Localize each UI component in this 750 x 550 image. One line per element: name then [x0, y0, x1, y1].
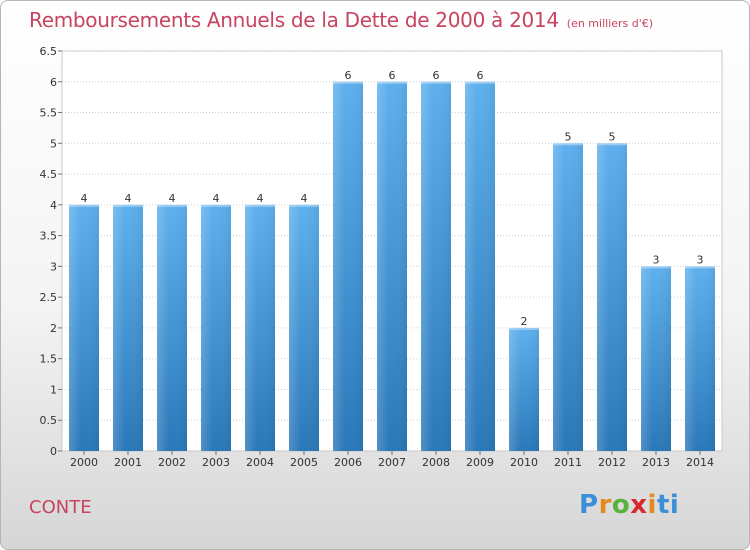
bar-highlight: [421, 81, 451, 84]
bar-shine: [509, 327, 539, 451]
bar-shine: [377, 81, 407, 452]
y-tick-label: 2.5: [40, 291, 58, 304]
data-label-2005: 4: [301, 192, 308, 205]
data-label-2000: 4: [81, 192, 88, 205]
data-label-2004: 4: [257, 192, 264, 205]
data-label-2010: 2: [521, 315, 528, 328]
bar-shine: [597, 143, 627, 452]
x-tick-label: 2010: [510, 456, 538, 469]
x-tick-label: 2007: [378, 456, 406, 469]
logo-letter: P: [579, 490, 599, 520]
bar-highlight: [641, 266, 671, 269]
bar-highlight: [685, 266, 715, 269]
bar-shine: [641, 266, 671, 451]
x-tick-label: 2014: [686, 456, 714, 469]
x-tick-label: 2004: [246, 456, 274, 469]
logo-letter: o: [611, 490, 631, 520]
y-tick-label: 3: [50, 260, 57, 273]
bar-shine: [465, 81, 495, 452]
data-label-2012: 5: [609, 130, 616, 143]
bar-highlight: [289, 204, 319, 207]
x-tick-label: 2001: [114, 456, 142, 469]
logo-letter: r: [598, 490, 612, 520]
data-label-2007: 6: [389, 69, 396, 82]
data-label-2013: 3: [653, 253, 660, 266]
y-tick-label: 4: [50, 199, 57, 212]
bar-shine: [157, 204, 187, 451]
proxiti-logo: Proxiti: [579, 490, 679, 520]
data-label-2011: 5: [565, 130, 572, 143]
bar-shine: [113, 204, 143, 451]
y-tick-label: 0.5: [40, 414, 58, 427]
y-tick-label: 1: [50, 383, 57, 396]
y-tick-label: 1.5: [40, 353, 58, 366]
x-tick-label: 2008: [422, 456, 450, 469]
x-tick-label: 2005: [290, 456, 318, 469]
data-label-2003: 4: [213, 192, 220, 205]
logo-letter: ti: [656, 490, 680, 520]
bar-highlight: [201, 204, 231, 207]
bar-shine: [421, 81, 451, 452]
bar-shine: [69, 204, 99, 451]
x-tick-label: 2006: [334, 456, 362, 469]
x-tick-label: 2000: [70, 456, 98, 469]
bar-shine: [685, 266, 715, 451]
x-tick-label: 2009: [466, 456, 494, 469]
bar-shine: [289, 204, 319, 451]
y-tick-label: 6.5: [40, 45, 58, 58]
y-tick-label: 6: [50, 76, 57, 89]
data-label-2006: 6: [345, 69, 352, 82]
y-tick-label: 4.5: [40, 168, 58, 181]
town-name: CONTE: [29, 497, 92, 518]
chart-title: Remboursements Annuels de la Dette de 20…: [29, 8, 653, 32]
bar-highlight: [553, 143, 583, 146]
bar-shine: [245, 204, 275, 451]
bar-shine: [553, 143, 583, 452]
bar-highlight: [157, 204, 187, 207]
x-tick-label: 2013: [642, 456, 670, 469]
x-tick-label: 2012: [598, 456, 626, 469]
bar-highlight: [113, 204, 143, 207]
bar-highlight: [509, 327, 539, 330]
y-tick-label: 0: [50, 445, 57, 458]
y-tick-label: 2: [50, 322, 57, 335]
bar-highlight: [465, 81, 495, 84]
x-tick-label: 2011: [554, 456, 582, 469]
y-tick-label: 5.5: [40, 107, 58, 120]
bar-highlight: [245, 204, 275, 207]
data-label-2014: 3: [697, 253, 704, 266]
x-tick-label: 2002: [158, 456, 186, 469]
bar-highlight: [69, 204, 99, 207]
data-label-2002: 4: [169, 192, 176, 205]
x-tick-label: 2003: [202, 456, 230, 469]
logo-letter: i: [647, 490, 657, 520]
chart-unit: (en milliers d'€): [566, 17, 654, 30]
data-label-2008: 6: [433, 69, 440, 82]
bar-shine: [201, 204, 231, 451]
bar-shine: [333, 81, 363, 452]
bar-highlight: [377, 81, 407, 84]
data-label-2009: 6: [477, 69, 484, 82]
y-tick-label: 5: [50, 137, 57, 150]
bar-highlight: [597, 143, 627, 146]
logo-letter: x: [630, 490, 648, 520]
data-label-2001: 4: [125, 192, 132, 205]
y-tick-label: 3.5: [40, 230, 58, 243]
bar-highlight: [333, 81, 363, 84]
chart-title-text: Remboursements Annuels de la Dette de 20…: [29, 8, 559, 32]
